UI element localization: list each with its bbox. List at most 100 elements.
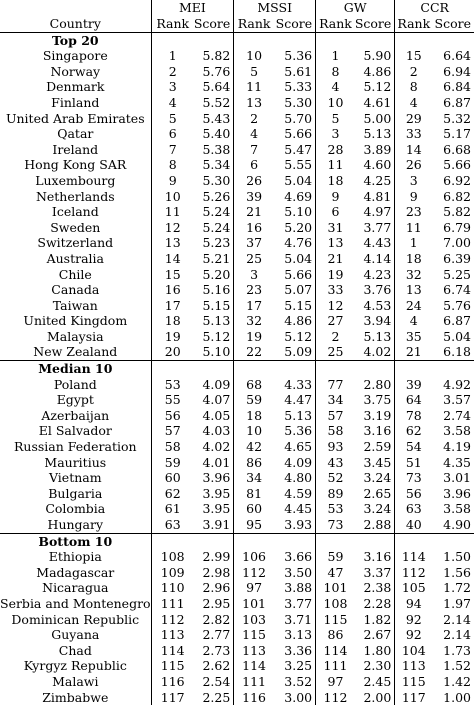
- rank-cell: 63: [150, 517, 194, 534]
- table-row: United Arab Emirates 5 5.43 2 5.70 5 5.00 29 5.3…: [0, 110, 474, 127]
- score-cell: 2.65: [363, 485, 392, 501]
- rank-cell: 11: [315, 157, 355, 173]
- section-spacer-cell: [315, 32, 355, 49]
- rank-cell: 53: [150, 376, 194, 393]
- rank-cell: 23: [233, 282, 274, 298]
- score-cell: 3.96: [202, 470, 231, 486]
- country-name: Singapore: [42, 48, 108, 64]
- score-cell: 2.88: [363, 517, 392, 532]
- rank-cell: 114: [394, 549, 433, 565]
- score-cell: 5.70: [284, 110, 313, 126]
- rank-cell: 5: [233, 63, 274, 80]
- rank-cell: 62: [150, 485, 194, 502]
- country-name: El Salvador: [38, 423, 112, 439]
- score-cell: 2.96: [202, 580, 231, 596]
- score-cell: 5.09: [284, 344, 313, 360]
- group-header-row: MEI MSSI GW CCR: [0, 0, 474, 16]
- score-cell: 1.73: [443, 642, 471, 658]
- rank-cell: 112: [394, 564, 433, 581]
- table-row: Nicaragua 110 2.96 97 3.88 101 2.38 105 1.72: [0, 580, 474, 596]
- score-cell: 3.71: [284, 611, 313, 627]
- rank-cell: 113: [150, 627, 194, 643]
- section-spacer-cell: [150, 360, 194, 377]
- rank-cell: 116: [150, 673, 194, 690]
- score-cell: 3.58: [443, 501, 471, 517]
- rank-cell: 115: [394, 673, 433, 690]
- score-cell: 1.82: [363, 611, 392, 627]
- table-row: Egypt 55 4.07 59 4.47 34 3.75 64 3.57: [0, 392, 474, 408]
- rank-cell: 111: [150, 595, 194, 612]
- rank-cell: 104: [394, 642, 433, 659]
- rank-cell: 6: [233, 157, 274, 173]
- score-cell: 7.00: [443, 235, 471, 251]
- score-cell: 2.14: [443, 611, 471, 627]
- rank-cell: 59: [315, 549, 355, 565]
- rank-cell: 8: [394, 79, 433, 95]
- rank-cell: 95: [233, 517, 274, 534]
- rank-cell: 31: [315, 219, 355, 236]
- score-cell: 5.40: [202, 126, 231, 142]
- score-cell: 1.56: [443, 564, 471, 580]
- table-row: Poland 53 4.09 68 4.33 77 2.80 39 4.92: [0, 376, 474, 393]
- score-cell: 2.54: [202, 673, 231, 689]
- rank-cell: 2: [150, 63, 194, 80]
- section-spacer-cell: [150, 32, 194, 49]
- rank-column-header: Rank: [394, 15, 433, 33]
- rank-cell: 20: [150, 344, 194, 361]
- section-spacer-cell: [233, 532, 274, 550]
- country-name: Mauritius: [44, 454, 107, 470]
- table-row: Singapore 1 5.82 10 5.36 1 5.90 15 6.64: [0, 48, 474, 64]
- country-name: Chad: [58, 642, 92, 658]
- rank-cell: 39: [233, 188, 274, 205]
- table-row: New Zealand 20 5.10 22 5.09 25 4.02 21 6.18: [0, 344, 474, 361]
- country-name: Nicaragua: [42, 580, 109, 596]
- rank-cell: 11: [233, 79, 274, 95]
- score-cell: 5.26: [202, 188, 231, 204]
- rank-cell: 1: [394, 235, 433, 251]
- rank-cell: 53: [315, 501, 355, 517]
- country-name: Denmark: [46, 79, 105, 95]
- score-cell: 6.94: [443, 63, 471, 79]
- score-cell: 5.04: [443, 328, 471, 344]
- country-name: Bulgaria: [48, 485, 103, 501]
- rank-cell: 73: [315, 517, 355, 534]
- table-row: Taiwan 17 5.15 17 5.15 12 4.53 24 5.76: [0, 297, 474, 314]
- score-cell: 4.86: [363, 63, 392, 79]
- table-row: Norway 2 5.76 5 5.61 8 4.86 2 6.94: [0, 63, 474, 80]
- score-column-header: Score: [193, 15, 234, 33]
- score-cell: 3.00: [284, 689, 313, 705]
- table-row: Azerbaijan 56 4.05 18 5.13 57 3.19 78 2.74: [0, 407, 474, 424]
- score-cell: 5.15: [202, 297, 231, 313]
- section-spacer-cell: [274, 32, 316, 48]
- score-cell: 5.36: [284, 48, 313, 64]
- rank-cell: 11: [150, 204, 194, 220]
- score-cell: 4.53: [363, 297, 392, 313]
- rank-cell: 115: [233, 627, 274, 643]
- score-cell: 6.74: [443, 282, 471, 298]
- score-cell: 1.72: [443, 580, 471, 596]
- table-row: Ethiopia 108 2.99 106 3.66 59 3.16 114 1.50: [0, 549, 474, 565]
- rank-cell: 10: [315, 94, 355, 111]
- section-spacer-cell: [193, 532, 234, 550]
- score-cell: 5.34: [202, 157, 231, 173]
- score-cell: 4.43: [363, 235, 392, 251]
- rank-cell: 19: [315, 266, 355, 283]
- score-cell: 3.52: [284, 673, 313, 689]
- score-cell: 5.61: [284, 63, 313, 79]
- rank-cell: 32: [394, 266, 433, 283]
- rank-cell: 113: [394, 658, 433, 674]
- rank-cell: 114: [315, 642, 355, 659]
- score-cell: 6.79: [443, 219, 471, 235]
- score-cell: 2.67: [363, 627, 392, 643]
- rank-cell: 63: [394, 501, 433, 517]
- score-cell: 5.47: [284, 141, 313, 157]
- score-cell: 5.36: [284, 423, 313, 439]
- score-cell: 3.95: [202, 501, 231, 517]
- score-cell: 3.45: [363, 454, 392, 470]
- rank-cell: 61: [150, 501, 194, 517]
- score-cell: 5.66: [443, 157, 471, 173]
- rank-cell: 15: [394, 48, 433, 64]
- score-cell: 4.76: [284, 235, 313, 251]
- section-header-row: Bottom 10: [0, 532, 474, 550]
